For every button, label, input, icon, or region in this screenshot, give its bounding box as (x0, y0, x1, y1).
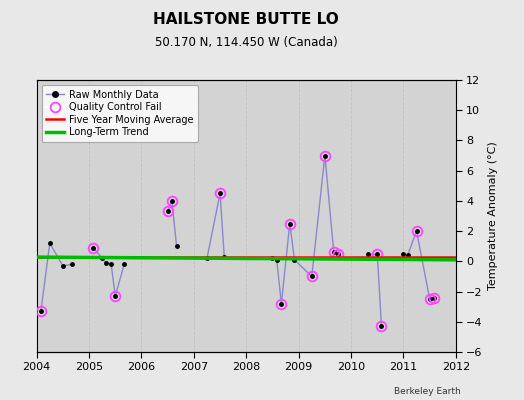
Text: 50.170 N, 114.450 W (Canada): 50.170 N, 114.450 W (Canada) (155, 36, 337, 49)
Text: Berkeley Earth: Berkeley Earth (395, 387, 461, 396)
Legend: Raw Monthly Data, Quality Control Fail, Five Year Moving Average, Long-Term Tren: Raw Monthly Data, Quality Control Fail, … (41, 85, 198, 142)
Text: HAILSTONE BUTTE LO: HAILSTONE BUTTE LO (154, 12, 339, 27)
Y-axis label: Temperature Anomaly (°C): Temperature Anomaly (°C) (488, 142, 498, 290)
